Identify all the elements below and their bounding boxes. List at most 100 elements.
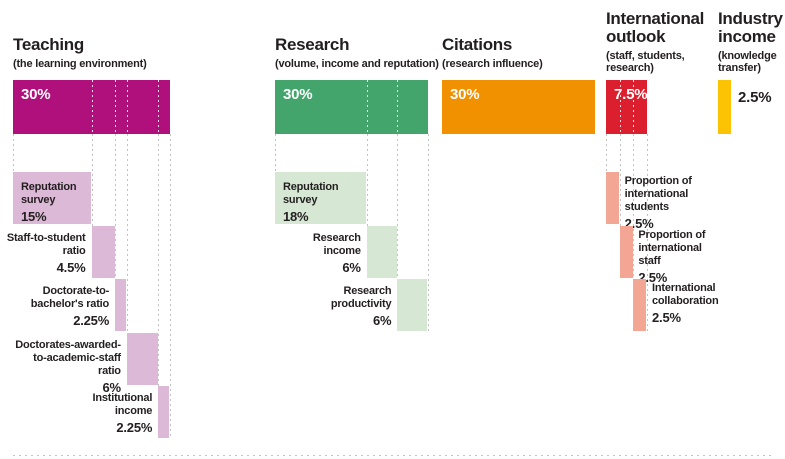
subcomponent-label: Staff-to-student ratio 4.5% [0, 232, 86, 274]
subcomponent-name-line: ratio [62, 244, 86, 257]
column-header-international: International outlook (staff, students, res… [606, 10, 704, 75]
subcomponent-name-line: Research [343, 285, 392, 297]
bar-dotted-separator [127, 80, 128, 134]
subcomponent-label: International collaboration 2.5% [652, 282, 752, 324]
weight-bar-research: 30% [275, 80, 428, 134]
column-subtitle-line: (volume, income and reputation) [275, 58, 439, 70]
column-subtitle: (the learning environment) [13, 58, 147, 70]
subcomponent-name-line: international [624, 188, 689, 200]
weight-bar-teaching: 30% [13, 80, 170, 134]
dotted-guide-line [127, 134, 128, 333]
subcomponent-value: 2.5% [652, 310, 681, 325]
column-subtitle: (staff, students, research) [606, 50, 704, 74]
column-header-research: Research (volume, income and reputation) [275, 36, 439, 71]
dotted-guide-line [158, 134, 159, 386]
subcomponent-name-line: International [652, 282, 716, 294]
subcomponent-name-line: Doctorates-awarded- [15, 338, 121, 351]
column-header-citations: Citations (research influence) [442, 36, 543, 71]
subcomponent-name-line: international [638, 241, 702, 254]
subcomponent-name-line: survey [283, 194, 318, 206]
dotted-guide-line [275, 134, 276, 172]
dotted-guide-line [620, 134, 621, 226]
dotted-guide-line [115, 134, 116, 279]
column-header-industry: Industry income (knowledge transfer) [718, 10, 783, 75]
subcomponent-name-line: Proportion of [638, 228, 706, 241]
column-title-line: Industry [718, 9, 783, 28]
subcomponent-name-line: income [323, 244, 361, 257]
subcomponent-block [606, 172, 620, 224]
dotted-guide-line [633, 134, 634, 279]
subcomponent-value: 2.25% [73, 313, 110, 328]
subcomponent-label: Research income 6% [236, 232, 361, 274]
subcomponent-name-line: collaboration [652, 295, 719, 307]
column-title: Research [275, 36, 439, 54]
weight-bar-citations: 30% [442, 80, 595, 134]
column-subtitle: (knowledge transfer) [718, 50, 783, 74]
weight-percentage: 2.5% [738, 89, 772, 106]
subcomponent-block [126, 332, 158, 385]
subcomponent-block [115, 279, 127, 331]
column-title-line: income [718, 27, 776, 46]
column-title-line: Citations [442, 35, 513, 54]
column-subtitle-line: research) [606, 62, 654, 74]
subcomponent-label: Institutional income 2.25% [27, 392, 152, 434]
subcomponent-label: Reputation survey 18% [283, 181, 361, 223]
bottom-dotted-line [13, 455, 773, 456]
subcomponent-name-line: staff [638, 254, 661, 267]
weight-percentage: 7.5% [614, 86, 648, 103]
subcomponent-name-line: Reputation [21, 181, 77, 193]
column-title-line: outlook [606, 27, 666, 46]
bar-dotted-separator [633, 80, 634, 134]
dotted-guide-line [428, 134, 429, 331]
bar-dotted-separator [92, 80, 93, 134]
column-title: Citations [442, 36, 543, 54]
subcomponent-value: 4.5% [56, 259, 86, 275]
subcomponent-label: Proportion of international staff 2.5% [638, 229, 738, 284]
subcomponent-value: 15% [21, 209, 47, 224]
dotted-guide-line [13, 134, 14, 172]
column-title-line: Research [275, 35, 350, 54]
column-title: International outlook [606, 10, 704, 46]
column-title: Industry income [718, 10, 783, 46]
bar-dotted-separator [158, 80, 159, 134]
subcomponent-block [397, 279, 428, 331]
subcomponent-label: Doctorate-to-bachelor's ratio 2.25% [0, 285, 109, 327]
dotted-guide-line [92, 134, 93, 226]
subcomponent-name-line: ratio [97, 364, 121, 377]
subcomponent-block [619, 225, 633, 278]
dotted-guide-line [170, 134, 171, 438]
column-subtitle-line: transfer) [718, 62, 761, 74]
subcomponent-name-line: Proportion of [624, 175, 692, 187]
dotted-guide-line [397, 134, 398, 279]
column-header-teaching: Teaching (the learning environment) [13, 36, 147, 71]
subcomponent-block [366, 225, 397, 278]
subcomponent-value: 6% [373, 313, 392, 328]
subcomponent-name-line: Research [312, 231, 361, 244]
weight-bar-international: 7.5% [606, 80, 648, 134]
bar-dotted-separator [620, 80, 621, 134]
subcomponent-value: 18% [283, 209, 309, 224]
column-subtitle-line: (staff, students, [606, 50, 685, 62]
subcomponent-label: Doctorates-awarded-to-academic-staff rati… [0, 339, 121, 394]
column-title: Teaching [13, 36, 147, 54]
subcomponent-name-line: bachelor's ratio [30, 298, 110, 310]
column-title-line: International [606, 9, 705, 28]
subcomponent-name-line: Doctorate-to- [42, 285, 110, 297]
subcomponent-name-line: income [114, 405, 153, 417]
subcomponent-name-line: Staff-to-student [6, 231, 86, 244]
subcomponent-name-line: to-academic-staff [33, 351, 121, 364]
weight-percentage: 30% [283, 86, 313, 103]
subcomponent-block [633, 279, 647, 331]
subcomponent-block [13, 172, 91, 224]
subcomponent-label: Reputation survey 15% [21, 181, 86, 223]
dotted-guide-line [606, 134, 607, 172]
subcomponent-block [158, 386, 170, 438]
bar-dotted-separator [367, 80, 368, 134]
bar-dotted-separator [397, 80, 398, 134]
dotted-guide-line [367, 134, 368, 226]
subcomponent-label: Research productivity 6% [266, 285, 392, 328]
column-subtitle: (volume, income and reputation) [275, 58, 439, 70]
subcomponent-name-line: Institutional [92, 392, 153, 404]
subcomponent-name-line: students [624, 201, 669, 213]
